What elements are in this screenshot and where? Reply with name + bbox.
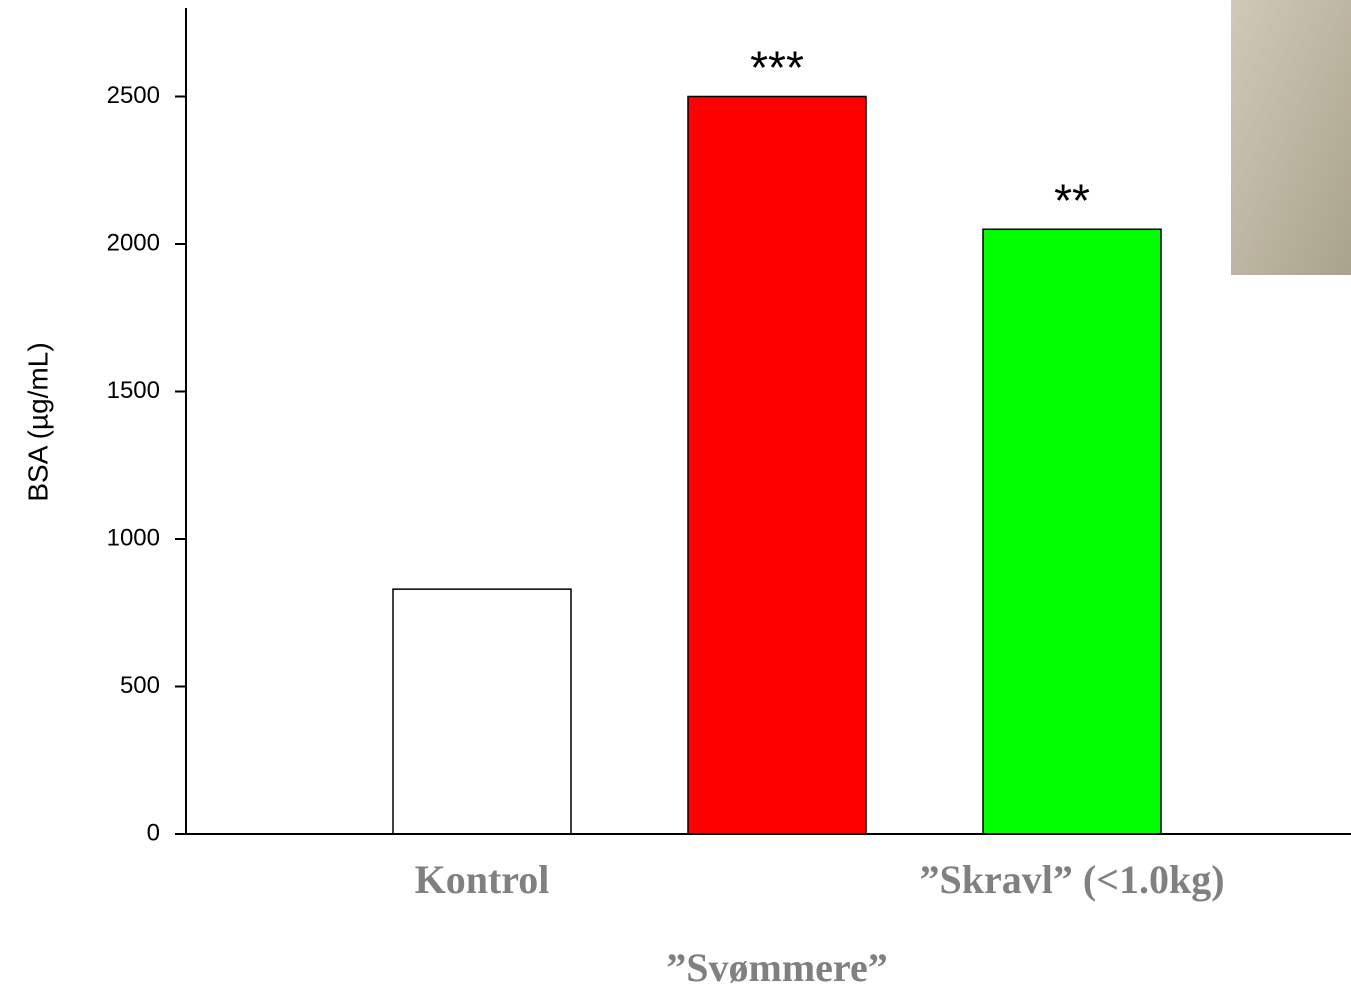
x-tick-label: ”Skravl” (<1.0kg): [919, 857, 1224, 902]
bar: [688, 97, 866, 835]
x-tick-label: ”Svømmere”: [666, 945, 887, 990]
chart: BSA (µg/mL) 0 500 1000 1500 2000 2500 Kontrol ”…: [0, 0, 1351, 998]
y-tick-label: 1000: [107, 524, 160, 551]
y-tick-label: 500: [120, 672, 160, 699]
y-tick-label: 1500: [107, 377, 160, 404]
plot-area: 05001000150020002500Kontrol”Svømmere”***…: [107, 8, 1351, 990]
significance-label: ***: [750, 42, 804, 94]
y-tick-label: 0: [147, 819, 160, 846]
significance-label: **: [1054, 174, 1090, 226]
y-axis-title: BSA (µg/mL): [22, 342, 53, 501]
bar: [983, 229, 1161, 834]
bar: [393, 589, 571, 834]
x-tick-label: Kontrol: [415, 857, 550, 902]
photo: [1231, 0, 1351, 275]
y-tick-label: 2500: [107, 82, 160, 109]
y-tick-label: 2000: [107, 229, 160, 256]
